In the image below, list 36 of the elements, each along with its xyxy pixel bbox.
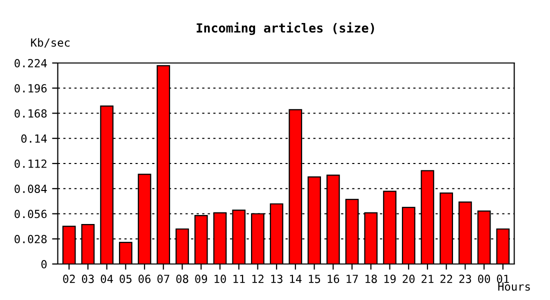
- x-tick-label: 22: [440, 274, 452, 283]
- y-tick-label: 0: [41, 260, 47, 268]
- x-tick-label: 12: [252, 274, 264, 283]
- x-tick-label: 23: [459, 274, 472, 284]
- y-tick-label: 0.196: [14, 84, 47, 93]
- y-tick-label: 0.224: [14, 59, 47, 68]
- y-tick-label: 0.028: [14, 234, 47, 244]
- x-tick-label: 05: [120, 274, 132, 284]
- x-tick-label: 09: [195, 274, 208, 284]
- y-tick-label: 0.112: [14, 160, 46, 168]
- x-tick-label: 08: [176, 274, 188, 284]
- x-tick-label: 16: [328, 274, 340, 284]
- x-tick-label: 14: [290, 274, 302, 283]
- x-tick-label: 02: [63, 274, 75, 284]
- x-tick-label: 07: [157, 274, 170, 284]
- x-tick-label: 10: [214, 274, 226, 284]
- x-tick-label: 17: [346, 274, 358, 283]
- x-tick-label: 19: [384, 274, 396, 284]
- x-tick-label: 20: [402, 274, 415, 284]
- y-axis-title: Kb/sec: [31, 38, 70, 48]
- y-tick-label: 0.14: [21, 134, 47, 143]
- x-tick-label: 18: [366, 274, 377, 284]
- x-tick-label: 01: [496, 274, 509, 284]
- x-tick-label: 00: [478, 274, 490, 284]
- x-tick-label: 13: [271, 274, 282, 284]
- x-tick-label: 21: [422, 274, 434, 283]
- x-tick-label: 03: [82, 274, 94, 284]
- x-tick-label: 15: [308, 274, 320, 284]
- y-tick-label: 0.056: [14, 210, 47, 218]
- x-tick-label: 04: [100, 274, 113, 284]
- y-tick-label: 0.084: [14, 184, 47, 194]
- x-tick-label: 06: [138, 274, 150, 284]
- x-axis-title: Hours: [498, 282, 530, 291]
- x-tick-label: 11: [233, 274, 245, 283]
- chart-title: Incoming articles (size): [196, 22, 374, 36]
- y-tick-label: 0.168: [14, 109, 47, 118]
